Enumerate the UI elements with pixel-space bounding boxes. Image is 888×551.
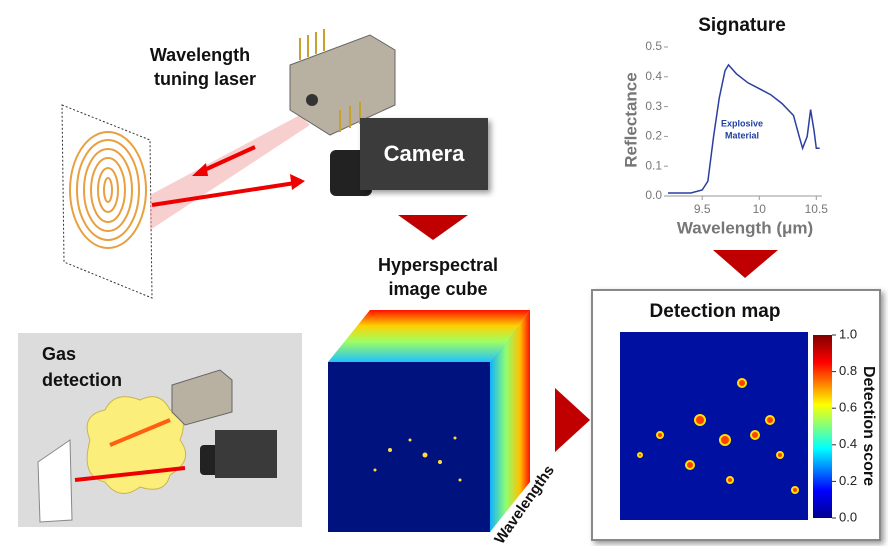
- y-tick-label: 0.4: [645, 69, 662, 83]
- detection-map: Detection map Detection score 0.0 0.2 0.4 0…: [591, 289, 881, 541]
- signature-line: [668, 63, 820, 194]
- colorbar-label: Detection score: [860, 366, 877, 486]
- camera-label: Camera: [384, 141, 465, 166]
- gas-label: detection: [42, 370, 122, 390]
- gas-scene: Gas detection: [18, 333, 302, 527]
- y-tick-label: 0.5: [645, 39, 662, 53]
- colorbar-tick-label: 0.2: [839, 473, 857, 488]
- fingerprint-scene: Wavelength tuning laser Camera: [61, 29, 488, 299]
- signature-chart: Signature Reflectance Wavelength (μm) Ex…: [621, 15, 828, 237]
- hyperspectral-cube: Hyperspectral image cube Wavelengths: [328, 255, 558, 547]
- y-axis-label: Reflectance: [621, 72, 640, 167]
- y-tick-label: 0.3: [645, 99, 662, 113]
- x-axis-label: Wavelength (μm): [677, 218, 813, 237]
- laser-label: tuning laser: [154, 69, 256, 89]
- x-tick-label: 9.5: [694, 202, 711, 216]
- annotation: Material: [725, 130, 759, 140]
- y-tick-label: 0.1: [645, 158, 662, 172]
- y-tick-label: 0.0: [645, 188, 662, 202]
- colorbar-tick-label: 0.8: [839, 363, 857, 378]
- colorbar-tick-label: 1.0: [839, 326, 857, 341]
- map-title: Detection map: [650, 301, 781, 322]
- colorbar-tick-label: 0.6: [839, 400, 857, 415]
- signature-title: Signature: [698, 15, 786, 36]
- colorbar-tick-label: 0.4: [839, 436, 857, 451]
- laser-label: Wavelength: [150, 45, 250, 65]
- x-tick-label: 10: [753, 202, 767, 216]
- gas-label: Gas: [42, 344, 76, 364]
- cube-label: image cube: [388, 279, 487, 299]
- cube-label: Hyperspectral: [378, 255, 498, 275]
- x-tick-label: 10.5: [805, 202, 829, 216]
- colorbar-tick-label: 0.0: [839, 509, 857, 524]
- annotation: Explosive: [721, 118, 763, 128]
- y-tick-label: 0.2: [645, 129, 662, 143]
